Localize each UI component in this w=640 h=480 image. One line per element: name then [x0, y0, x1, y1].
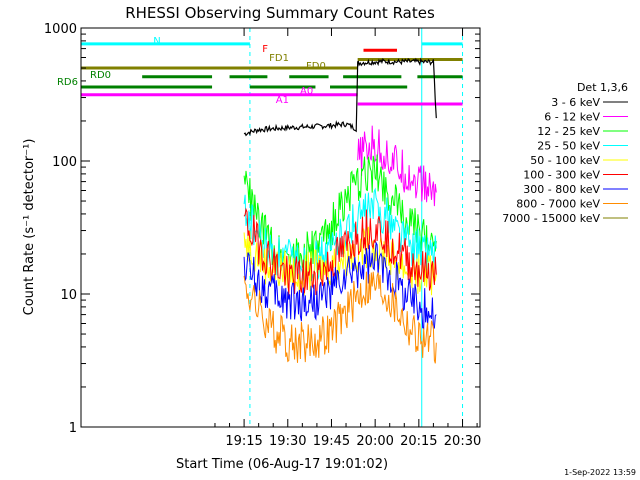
state-bar-label-n: N [153, 36, 160, 47]
x-tick-label-5: 20:30 [444, 434, 481, 449]
y-tick-label-3: 1000 [44, 22, 77, 37]
x-tick-label-4: 20:15 [400, 434, 437, 449]
legend-label-4: 50 - 100 keV [530, 154, 600, 167]
x-tick-label-0: 19:15 [225, 434, 262, 449]
state-bar-label-fd0: FD0 [306, 61, 326, 72]
axes: 19:15 19:30 19:45 20:00 20:15 20:30 1 10 100 1000 [44, 22, 481, 449]
y-tick-label-0: 1 [69, 421, 77, 436]
legend-label-6: 300 - 800 keV [523, 183, 600, 196]
legend-label-0: 3 - 6 keV [551, 96, 600, 109]
x-tick-label-1: 19:30 [269, 434, 306, 449]
legend-label-5: 100 - 300 keV [523, 169, 600, 182]
y-tick-label-1: 10 [60, 288, 77, 303]
state-bar-label-rd6: RD6 [57, 77, 78, 88]
legend-label-8: 7000 - 15000 keV [502, 212, 600, 225]
series-line-100-300-kev [243, 207, 437, 296]
series-line-3-6-kev [243, 57, 437, 137]
legend-label-2: 12 - 25 keV [537, 125, 600, 138]
x-axis-label: Start Time (06-Aug-17 19:01:02) [176, 457, 388, 472]
datestamp: 1-Sep-2022 13:59 [564, 468, 636, 477]
x-tick-label-3: 20:00 [356, 434, 393, 449]
series-line-6-12-kev [357, 125, 437, 207]
series-line-800-7000-kev [243, 271, 437, 364]
state-bar-label-fd1: FD1 [269, 53, 289, 64]
plot-frame [80, 27, 481, 428]
y-axis-label: Count Rate (s⁻¹ detector⁻¹) [22, 139, 37, 316]
legend-label-7: 800 - 7000 keV [516, 198, 600, 211]
series-line-300-800-kev [243, 240, 437, 330]
chart-title: RHESSI Observing Summary Count Rates [125, 4, 435, 22]
state-bar-label-a0: A0 [300, 86, 313, 97]
legend-label-3: 25 - 50 keV [537, 140, 600, 153]
series-lines [243, 57, 437, 364]
state-bar-label-rd0: RD0 [90, 70, 111, 81]
x-tick-label-2: 19:45 [313, 434, 350, 449]
legend-title: Det 1,3,6 [577, 81, 628, 94]
state-bar-label-f: F [262, 44, 268, 55]
state-bar-label-a1: A1 [276, 95, 289, 106]
legend-label-1: 6 - 12 keV [544, 111, 600, 124]
y-tick-label-2: 100 [52, 155, 77, 170]
